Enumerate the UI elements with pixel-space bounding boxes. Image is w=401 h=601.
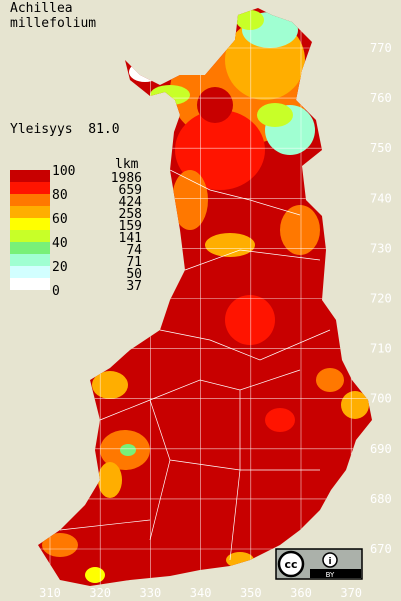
x-axis-label: 320 <box>89 586 111 600</box>
y-axis-label: 720 <box>370 292 392 306</box>
count-header: lkm <box>115 157 139 172</box>
y-axis-label: 670 <box>370 542 392 556</box>
legend-count: 1986 <box>111 171 142 186</box>
legend-count: 424 <box>119 195 143 210</box>
svg-text:i: i <box>328 557 331 567</box>
legend-swatch <box>10 218 50 230</box>
legend-swatch <box>10 194 50 206</box>
legend-scale-label: 100 <box>52 164 75 179</box>
legend-swatch <box>10 266 50 278</box>
legend-swatch <box>10 242 50 254</box>
legend-swatch <box>10 230 50 242</box>
x-axis-label: 370 <box>340 586 362 600</box>
region-borders <box>59 169 331 561</box>
legend-swatch <box>10 206 50 218</box>
y-axis-label: 750 <box>370 141 392 155</box>
y-axis-label: 700 <box>370 392 392 406</box>
legend-count: 659 <box>119 183 142 198</box>
x-axis-label: 350 <box>240 586 262 600</box>
legend-count: 159 <box>119 219 142 234</box>
y-axis-label: 730 <box>370 241 392 255</box>
svg-text:cc: cc <box>284 558 297 571</box>
legend-count: 141 <box>119 231 142 246</box>
y-axis-label: 740 <box>370 191 392 205</box>
y-axis-label: 710 <box>370 342 392 356</box>
legend-scale-label: 0 <box>52 284 60 299</box>
x-axis-label: 330 <box>140 586 162 600</box>
y-axis-label: 770 <box>370 41 392 55</box>
y-axis-label: 690 <box>370 442 392 456</box>
legend-count: 50 <box>126 267 142 282</box>
legend-scale-label: 60 <box>52 212 68 227</box>
title-line: millefolium <box>10 16 96 31</box>
x-axis-label: 340 <box>190 586 212 600</box>
y-axis-label: 760 <box>370 91 392 105</box>
legend-swatch <box>10 254 50 266</box>
y-axis-label: 680 <box>370 492 392 506</box>
legend-scale-label: 80 <box>52 188 68 203</box>
legend-scale-label: 40 <box>52 236 68 251</box>
legend-count: 71 <box>126 255 142 270</box>
cc-badge: cc i BY <box>275 548 363 580</box>
patches <box>42 10 369 583</box>
legend-swatch <box>10 278 50 290</box>
legend-count: 258 <box>119 207 142 222</box>
legend-swatch <box>10 170 50 182</box>
x-axis-label: 360 <box>290 586 312 600</box>
legend-swatch <box>10 182 50 194</box>
badge-label: BY <box>326 571 335 579</box>
legend-count: 37 <box>126 279 142 294</box>
legend-scale-label: 20 <box>52 260 68 275</box>
title-line: Achillea <box>10 1 73 16</box>
legend-count: 74 <box>126 243 142 258</box>
x-axis-label: 310 <box>39 586 61 600</box>
frequency: Yleisyys 81.0 <box>10 122 120 137</box>
